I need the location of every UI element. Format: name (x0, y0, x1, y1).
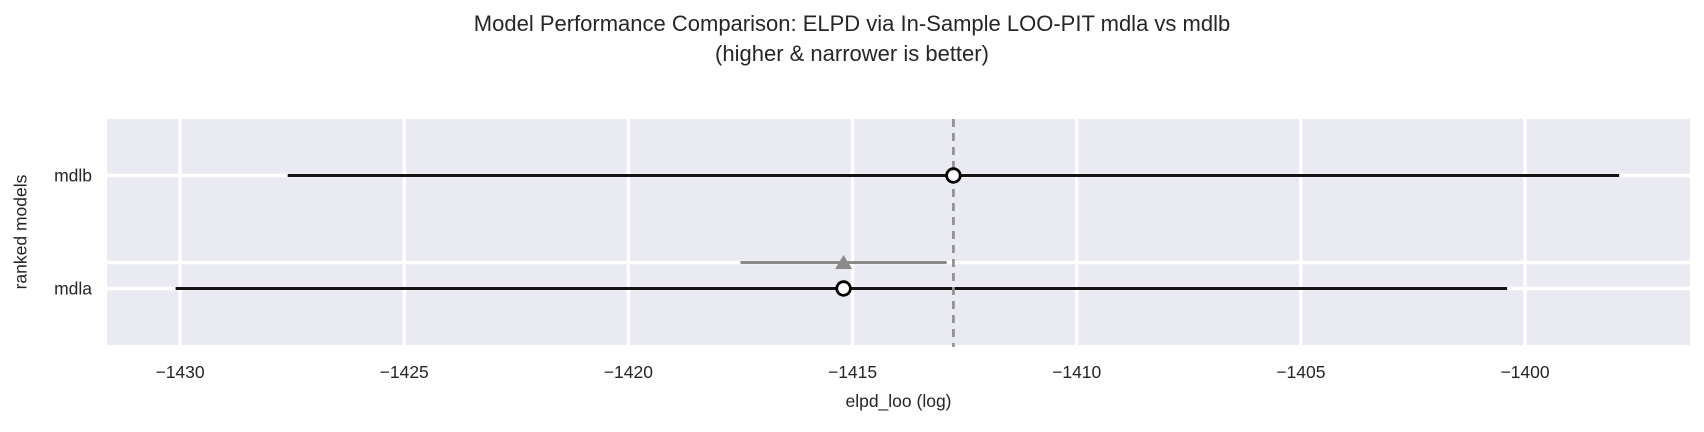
y-axis-label: ranked models (10, 174, 31, 290)
chart-title: Model Performance Comparison: ELPD via I… (0, 9, 1704, 69)
x-axis-label: elpd_loo (log) (845, 391, 952, 411)
x-tick-label: −1415 (828, 362, 877, 382)
y-tick-label: mdlb (54, 166, 92, 186)
elpd-point-marker (835, 280, 852, 297)
x-tick-label: −1420 (604, 362, 653, 382)
x-tick-label: −1400 (1500, 362, 1549, 382)
x-tick-label: −1410 (1052, 362, 1101, 382)
elpd-point-marker (945, 167, 962, 184)
y-tick-label: mdla (54, 279, 92, 299)
chart-title-line1: Model Performance Comparison: ELPD via I… (473, 11, 1231, 36)
chart-title-line2: (higher & narrower is better) (715, 41, 989, 66)
elpd-diff-triangle-marker (835, 255, 853, 269)
x-tick-label: −1425 (380, 362, 429, 382)
x-tick-label: −1430 (155, 362, 204, 382)
plot-background (107, 119, 1690, 345)
x-tick-label: −1405 (1276, 362, 1325, 382)
